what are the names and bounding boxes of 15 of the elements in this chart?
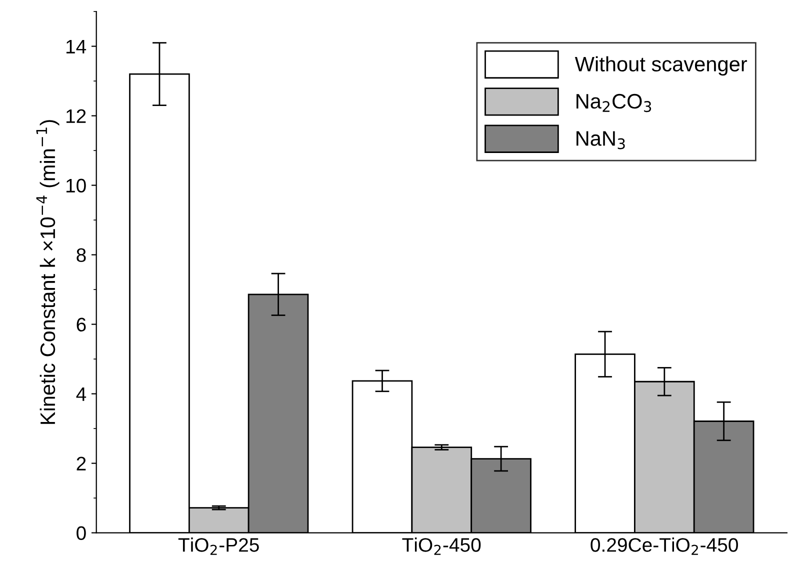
x-tick-label: TiO$_{2}$-450 <box>402 538 481 555</box>
y-tick-label: 12 <box>66 109 86 123</box>
legend-label: Na$_{2}$CO$_{3}$ <box>576 94 652 112</box>
y-tick-label: 6 <box>76 318 86 332</box>
x-tick-label: TiO$_{2}$-P25 <box>178 538 259 555</box>
x-tick-label: 0.29Ce-TiO$_{2}$-450 <box>590 538 738 555</box>
y-tick-label: 8 <box>76 248 86 262</box>
y-tick-label: 0 <box>76 526 86 540</box>
y-tick-label: 10 <box>66 178 86 193</box>
legend-label: NaN$_{3}$ <box>576 131 625 150</box>
y-tick-label: 14 <box>66 40 86 54</box>
y-tick-label: 4 <box>76 387 86 401</box>
y-tick-label: 2 <box>76 456 86 470</box>
legend-label: Without scavenger <box>574 56 748 76</box>
y-axis-title: Kinetic Constant k ×10$^{−4}$ (min$^{−1}$) <box>36 120 60 424</box>
